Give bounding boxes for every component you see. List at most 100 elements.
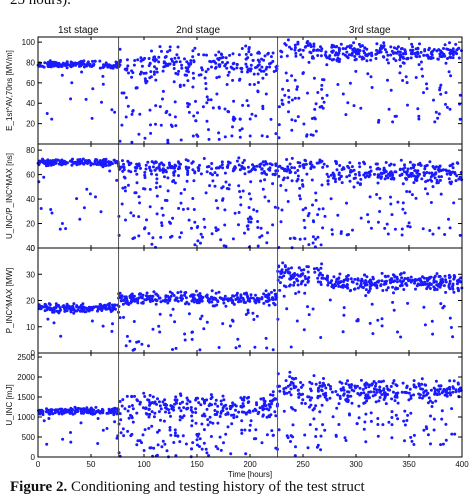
data-point xyxy=(133,169,137,173)
data-point xyxy=(175,53,179,57)
data-point xyxy=(414,169,418,173)
data-point xyxy=(400,47,404,50)
data-point xyxy=(358,165,362,169)
data-point xyxy=(451,53,455,57)
data-point xyxy=(336,83,340,86)
data-point xyxy=(320,183,324,187)
data-point xyxy=(168,45,172,49)
data-point xyxy=(380,172,384,176)
data-point xyxy=(207,128,210,132)
data-point xyxy=(233,165,237,169)
data-point xyxy=(39,207,43,210)
data-point xyxy=(325,398,329,402)
data-point xyxy=(283,392,286,396)
data-point xyxy=(176,299,180,303)
data-point xyxy=(307,212,311,215)
data-point xyxy=(257,51,261,55)
data-point xyxy=(238,77,242,81)
data-point xyxy=(210,300,214,304)
data-point xyxy=(367,390,371,394)
data-point xyxy=(244,44,248,48)
data-point xyxy=(393,227,397,231)
data-point xyxy=(214,291,218,295)
data-point xyxy=(156,443,160,447)
data-point xyxy=(143,173,147,177)
data-point xyxy=(226,412,230,416)
data-point xyxy=(214,61,218,65)
data-point xyxy=(195,438,199,442)
data-point xyxy=(345,50,349,54)
data-point xyxy=(133,299,137,303)
data-point xyxy=(124,344,128,348)
data-point xyxy=(458,117,462,121)
data-point xyxy=(130,140,134,144)
data-point xyxy=(61,61,65,65)
data-point xyxy=(265,241,269,245)
data-point xyxy=(144,71,148,75)
data-point xyxy=(161,170,165,174)
data-point xyxy=(285,158,289,161)
data-point xyxy=(271,348,275,352)
data-point xyxy=(49,208,53,211)
data-point xyxy=(380,175,383,179)
data-point xyxy=(348,385,352,389)
data-point xyxy=(319,336,323,339)
data-point xyxy=(293,166,296,170)
data-point xyxy=(123,176,127,180)
data-point xyxy=(309,387,312,391)
data-point xyxy=(438,392,441,396)
data-point xyxy=(334,280,338,284)
data-point xyxy=(249,169,253,173)
data-point xyxy=(409,166,413,170)
data-point xyxy=(316,276,320,280)
data-point xyxy=(89,163,93,167)
data-point xyxy=(248,134,252,138)
data-point xyxy=(237,53,241,57)
data-point xyxy=(152,446,156,450)
data-point xyxy=(421,74,425,78)
data-point xyxy=(448,41,451,45)
data-point xyxy=(107,160,111,164)
data-point xyxy=(234,408,237,412)
data-point xyxy=(358,173,361,177)
data-point xyxy=(237,410,241,414)
data-point xyxy=(337,402,341,406)
data-point xyxy=(308,423,312,427)
data-point xyxy=(402,419,406,423)
data-point xyxy=(249,53,253,57)
data-point xyxy=(398,273,402,276)
data-point xyxy=(96,160,100,164)
data-point xyxy=(181,400,184,404)
data-point xyxy=(143,298,147,302)
data-point xyxy=(285,307,289,311)
data-point xyxy=(101,428,105,432)
data-point xyxy=(139,59,143,63)
data-point xyxy=(268,65,272,69)
data-point xyxy=(122,298,126,302)
data-point xyxy=(188,400,192,404)
data-point xyxy=(378,210,382,213)
data-point xyxy=(321,226,325,230)
data-point xyxy=(219,448,223,452)
data-point xyxy=(382,398,386,401)
data-point xyxy=(199,241,202,245)
data-point xyxy=(228,407,232,411)
data-point xyxy=(96,417,100,420)
data-point xyxy=(146,398,150,402)
data-point xyxy=(409,56,413,60)
data-point xyxy=(364,294,368,298)
data-point xyxy=(449,74,453,78)
data-point xyxy=(130,394,134,398)
data-point xyxy=(302,166,306,170)
data-point xyxy=(372,380,376,383)
data-point xyxy=(257,300,261,304)
data-point xyxy=(452,201,456,205)
y-axis-label: U_INC [mJ] xyxy=(5,384,14,425)
data-point xyxy=(172,80,176,84)
data-point xyxy=(189,294,192,298)
data-point xyxy=(318,410,322,414)
data-point xyxy=(133,59,137,62)
data-point xyxy=(419,387,423,391)
data-point xyxy=(301,55,305,59)
